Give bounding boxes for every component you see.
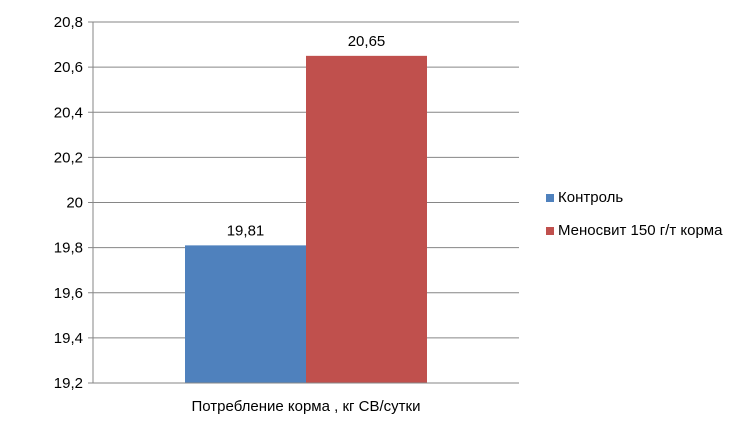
legend-swatch-menosvit	[546, 226, 554, 235]
data-labels: 19,81 20,65	[227, 33, 386, 240]
y-tick-label: 20,6	[54, 59, 83, 76]
legend-swatch-control	[546, 193, 554, 202]
legend-label-menosvit: Меносвит 150 г/т корма	[558, 222, 723, 239]
y-tick-label: 19,8	[54, 240, 83, 257]
legend-label-control: Контроль	[558, 189, 624, 206]
legend-item-control: Контроль	[546, 188, 722, 207]
y-tick-label: 20	[66, 195, 83, 212]
data-label-menosvit: 20,65	[348, 33, 386, 50]
y-tick-label: 20,4	[54, 104, 83, 121]
y-tick-label: 20,2	[54, 149, 83, 166]
legend: Контроль Меносвит 150 г/т корма	[546, 188, 722, 254]
data-label-control: 19,81	[227, 222, 265, 239]
y-tick-label: 20,8	[54, 14, 83, 31]
y-tick-label: 19,6	[54, 285, 83, 302]
legend-item-menosvit: Меносвит 150 г/т корма	[546, 221, 722, 240]
x-category-label: Потребление корма , кг СВ/сутки	[192, 398, 421, 415]
bar-menosvit	[306, 55, 427, 383]
y-tick-label: 19,4	[54, 330, 83, 347]
bars	[185, 55, 427, 383]
y-tick-label: 19,2	[54, 375, 83, 392]
bar-control	[185, 245, 306, 383]
y-axis-ticks: 19,2 19,4 19,6 19,8 20 20,2 20,4 20,6 20,8	[54, 14, 93, 392]
